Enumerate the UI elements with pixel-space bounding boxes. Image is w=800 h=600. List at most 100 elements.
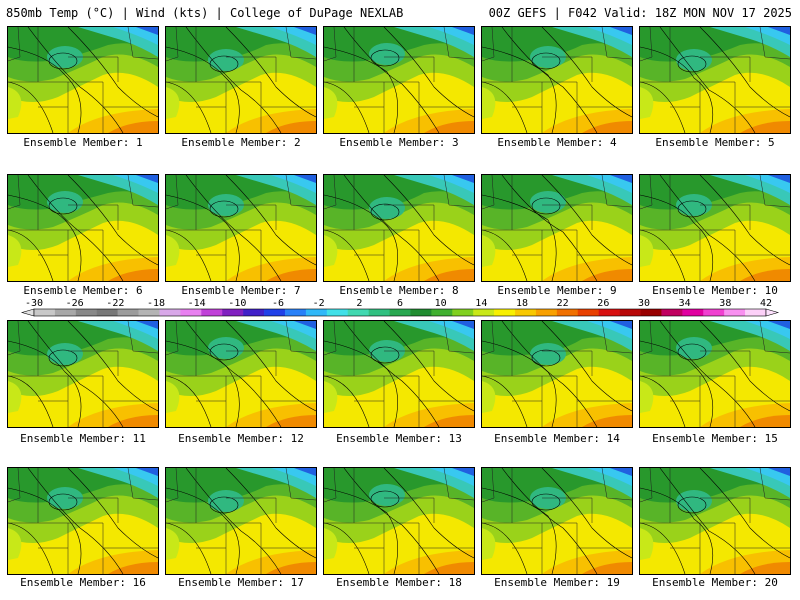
colorbar-swatch bbox=[682, 309, 704, 316]
temperature-map bbox=[8, 27, 158, 133]
ensemble-member-label: Ensemble Member: 3 bbox=[339, 136, 459, 149]
colorbar-swatch bbox=[515, 309, 537, 316]
colorbar-swatch bbox=[494, 309, 516, 316]
ensemble-member-label: Ensemble Member: 13 bbox=[336, 432, 462, 445]
colorbar-swatch bbox=[661, 309, 683, 316]
colorbar-tick-label: 14 bbox=[475, 298, 488, 309]
colorbar-tick-label: -26 bbox=[65, 298, 84, 309]
colorbar-swatch bbox=[410, 309, 432, 316]
ensemble-panel bbox=[323, 26, 475, 134]
colorbar-tick-label: -14 bbox=[187, 298, 206, 309]
temperature-map bbox=[640, 468, 790, 574]
ensemble-panel bbox=[323, 174, 475, 282]
colorbar-swatch bbox=[535, 309, 558, 316]
ensemble-panel bbox=[481, 174, 633, 282]
colorbar-tick-label: 30 bbox=[637, 298, 651, 309]
temperature-map bbox=[640, 27, 790, 133]
temperature-colorbar bbox=[20, 308, 780, 317]
colorbar-swatch bbox=[159, 309, 181, 316]
colorbar-tick-label: -18 bbox=[146, 298, 166, 309]
colorbar-tick-label: -30 bbox=[24, 298, 44, 309]
colorbar-swatch bbox=[117, 309, 139, 316]
colorbar-swatch bbox=[264, 309, 286, 316]
colorbar-swatch bbox=[431, 309, 453, 316]
ensemble-member-label: Ensemble Member: 15 bbox=[652, 432, 778, 445]
ensemble-member-label: Ensemble Member: 10 bbox=[652, 284, 778, 297]
colorbar-tick-label: 38 bbox=[719, 298, 732, 309]
ensemble-panel bbox=[165, 467, 317, 575]
colorbar-tick-label: 10 bbox=[434, 298, 447, 309]
ensemble-member-label: Ensemble Member: 7 bbox=[181, 284, 301, 297]
ensemble-panel bbox=[165, 320, 317, 428]
ensemble-member-label: Ensemble Member: 11 bbox=[20, 432, 146, 445]
header-right-title: 00Z GEFS | F042 Valid: 18Z MON NOV 17 20… bbox=[488, 6, 792, 20]
colorbar-right-arrow bbox=[765, 308, 780, 317]
ensemble-panel bbox=[481, 320, 633, 428]
colorbar-swatch bbox=[556, 309, 579, 316]
colorbar-swatch bbox=[745, 309, 767, 316]
temperature-map bbox=[324, 321, 474, 427]
colorbar-swatch bbox=[201, 309, 223, 316]
colorbar-swatch bbox=[619, 309, 641, 316]
ensemble-panel bbox=[7, 320, 159, 428]
ensemble-member-label: Ensemble Member: 2 bbox=[181, 136, 301, 149]
ensemble-panel bbox=[639, 174, 791, 282]
colorbar-swatch bbox=[138, 309, 160, 316]
ensemble-panel bbox=[165, 26, 317, 134]
ensemble-member-label: Ensemble Member: 1 bbox=[23, 136, 143, 149]
ensemble-member-label: Ensemble Member: 8 bbox=[339, 284, 459, 297]
ensemble-panel bbox=[165, 174, 317, 282]
colorbar-swatch bbox=[222, 309, 244, 316]
colorbar-swatch bbox=[703, 309, 725, 316]
colorbar-swatch bbox=[34, 309, 56, 316]
colorbar-swatch bbox=[389, 309, 411, 316]
ensemble-member-label: Ensemble Member: 5 bbox=[655, 136, 775, 149]
ensemble-member-label: Ensemble Member: 20 bbox=[652, 576, 778, 589]
ensemble-panel bbox=[7, 26, 159, 134]
colorbar-left-arrow bbox=[20, 308, 35, 317]
ensemble-panel bbox=[481, 467, 633, 575]
colorbar-tick-label: 26 bbox=[597, 298, 610, 309]
temperature-map bbox=[324, 27, 474, 133]
colorbar-tick-label: 2 bbox=[356, 298, 363, 309]
colorbar-swatch bbox=[347, 309, 369, 316]
colorbar-tick-label: -6 bbox=[271, 298, 285, 309]
colorbar-swatch bbox=[598, 309, 620, 316]
colorbar-swatch bbox=[243, 309, 265, 316]
temperature-map bbox=[640, 175, 790, 281]
temperature-map bbox=[324, 175, 474, 281]
temperature-map bbox=[482, 27, 632, 133]
ensemble-member-label: Ensemble Member: 16 bbox=[20, 576, 146, 589]
ensemble-member-label: Ensemble Member: 17 bbox=[178, 576, 304, 589]
temperature-map bbox=[166, 175, 316, 281]
colorbar-swatch bbox=[577, 309, 599, 316]
ensemble-panel bbox=[323, 320, 475, 428]
colorbar-tick-label: 18 bbox=[515, 298, 529, 309]
ensemble-panel bbox=[7, 467, 159, 575]
temperature-map bbox=[482, 468, 632, 574]
colorbar-swatch bbox=[96, 309, 118, 316]
colorbar-swatch bbox=[284, 309, 307, 316]
colorbar-tick-label: -10 bbox=[228, 298, 247, 309]
ensemble-panel bbox=[639, 467, 791, 575]
header-left-title: 850mb Temp (°C) | Wind (kts) | College o… bbox=[6, 6, 404, 20]
temperature-map bbox=[166, 321, 316, 427]
colorbar-swatch bbox=[640, 309, 662, 316]
colorbar-tick-label: 34 bbox=[678, 298, 691, 309]
colorbar-tick-label: 22 bbox=[556, 298, 569, 309]
temperature-map bbox=[482, 175, 632, 281]
temperature-map bbox=[640, 321, 790, 427]
colorbar-tick-label: 42 bbox=[759, 298, 773, 309]
temperature-map bbox=[8, 321, 158, 427]
ensemble-member-label: Ensemble Member: 14 bbox=[494, 432, 620, 445]
ensemble-member-label: Ensemble Member: 12 bbox=[178, 432, 304, 445]
ensemble-member-label: Ensemble Member: 4 bbox=[497, 136, 617, 149]
colorbar-swatch bbox=[180, 309, 202, 316]
ensemble-member-label: Ensemble Member: 9 bbox=[497, 284, 617, 297]
ensemble-panel bbox=[639, 320, 791, 428]
colorbar-swatch bbox=[452, 309, 474, 316]
ensemble-panel bbox=[7, 174, 159, 282]
temperature-map bbox=[482, 321, 632, 427]
ensemble-panel bbox=[639, 26, 791, 134]
colorbar-swatch bbox=[326, 309, 349, 316]
